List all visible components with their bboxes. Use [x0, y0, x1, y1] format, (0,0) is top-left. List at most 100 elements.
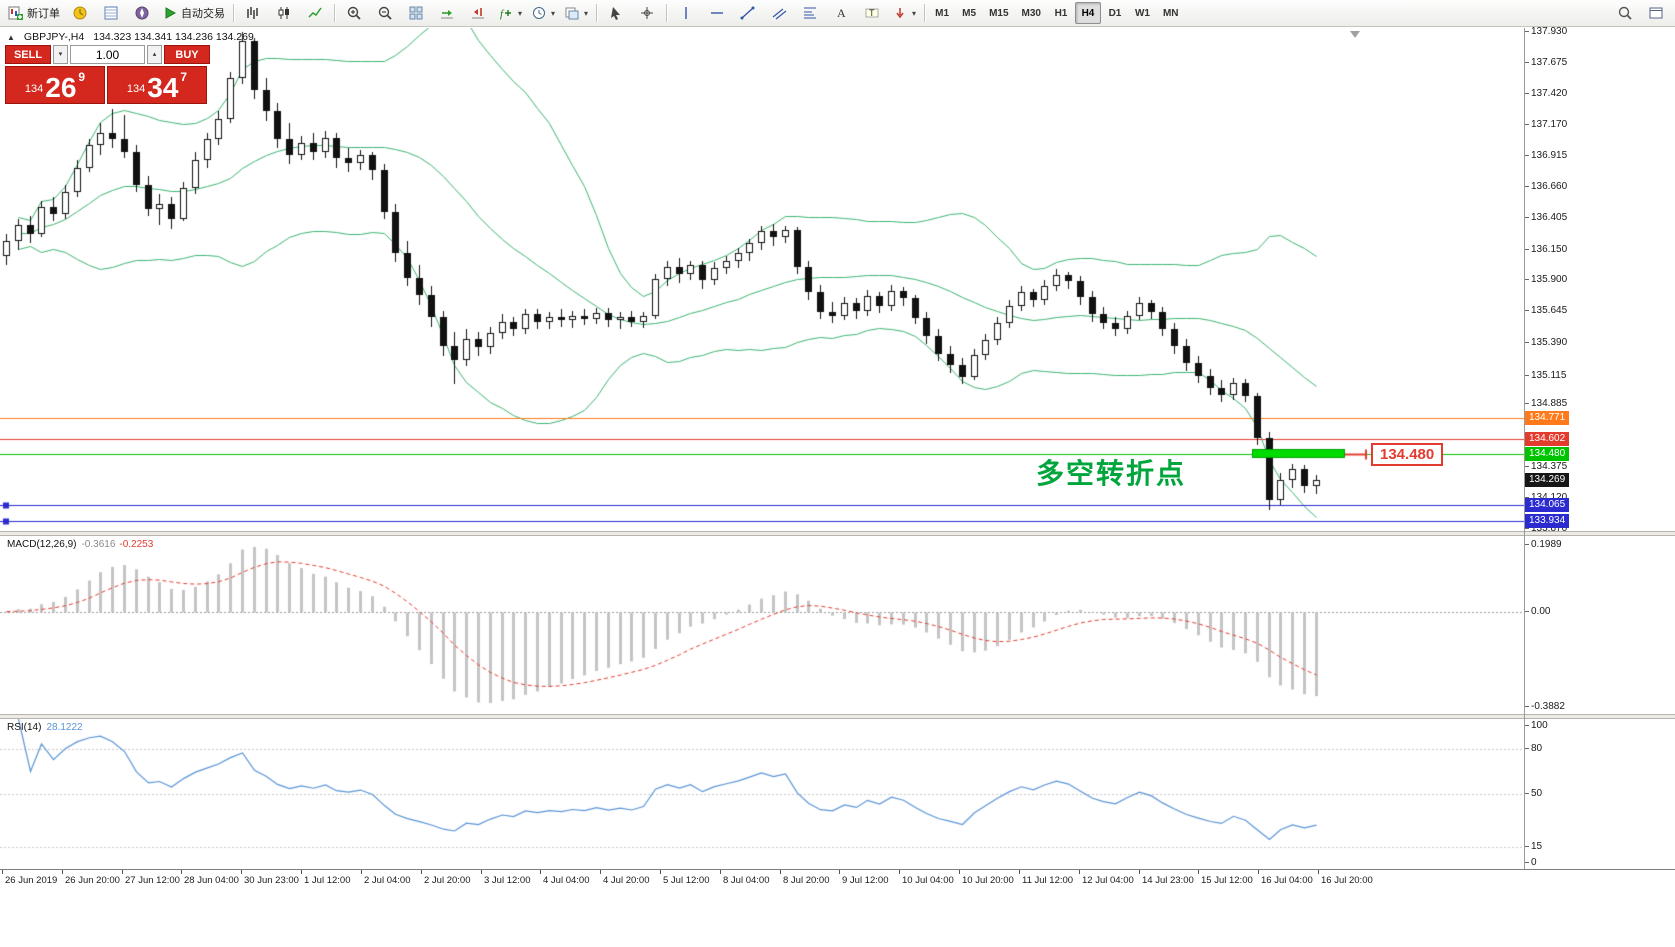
- periods-button[interactable]: ▾: [527, 1, 559, 25]
- time-label: 10 Jul 20:00: [962, 875, 1014, 886]
- macd-signal-value: -0.2253: [119, 539, 154, 550]
- search-button[interactable]: [1610, 1, 1640, 25]
- window-list-button[interactable]: [1641, 1, 1671, 25]
- play-icon: [162, 5, 178, 21]
- toolbar: 新订单 自动交易 f ▾ ▾ ▾ A T ▾ M1 M5 M15 M30 H1 H4 D1 W1 MN: [0, 0, 1675, 27]
- macd-panel-canvas[interactable]: [0, 536, 1524, 714]
- time-label: 2 Jul 20:00: [424, 875, 471, 886]
- buy-price-button[interactable]: 134 34 7: [107, 66, 207, 104]
- time-label: 8 Jul 04:00: [723, 875, 770, 886]
- text-label-button[interactable]: T: [857, 1, 887, 25]
- time-tick: [2, 870, 3, 874]
- sell-price-button[interactable]: 134 26 9: [5, 66, 105, 104]
- timeframe-m1[interactable]: M1: [935, 7, 950, 19]
- chart-shift-marker-icon: [1350, 31, 1360, 38]
- buy-price-sup: 7: [180, 70, 188, 84]
- volume-increase-button[interactable]: ▴: [147, 45, 162, 64]
- label-icon: T: [864, 5, 880, 21]
- time-tick: [361, 870, 362, 874]
- vertical-line-button[interactable]: [671, 1, 701, 25]
- shift-icon: [470, 5, 486, 21]
- channel-icon: [771, 5, 787, 21]
- crosshair-button[interactable]: [632, 1, 662, 25]
- price-tick: 136.660: [1524, 181, 1568, 193]
- navigator-button[interactable]: [127, 1, 157, 25]
- timeframe-mn[interactable]: MN: [1162, 7, 1179, 19]
- sell-button[interactable]: SELL: [5, 45, 51, 64]
- one-click-trading-panel: SELL ▾ ▴ BUY 134 26 9 134 34 7: [5, 45, 210, 104]
- candlestick-mode-button[interactable]: [269, 1, 299, 25]
- data-window-icon: [103, 5, 119, 21]
- time-label: 2 Jul 04:00: [364, 875, 411, 886]
- panel-divider[interactable]: [0, 531, 1675, 536]
- templates-button[interactable]: ▾: [560, 1, 592, 25]
- candles-icon: [276, 5, 292, 21]
- auto-scroll-button[interactable]: [432, 1, 462, 25]
- time-label: 14 Jul 23:00: [1142, 875, 1194, 886]
- crosshair-icon: [639, 5, 655, 21]
- sell-price-prefix: 134: [24, 83, 44, 95]
- bar-chart-mode-button[interactable]: [238, 1, 268, 25]
- line-icon: [307, 5, 323, 21]
- zoom-out-icon: [377, 5, 393, 21]
- time-label: 4 Jul 20:00: [603, 875, 650, 886]
- price-callout-label[interactable]: 134.480: [1371, 442, 1444, 466]
- dropdown-caret-icon[interactable]: ▾: [912, 8, 917, 18]
- buy-button[interactable]: BUY: [164, 45, 210, 64]
- channel-button[interactable]: [764, 1, 794, 25]
- zoom-in-button[interactable]: [339, 1, 369, 25]
- time-label: 1 Jul 12:00: [304, 875, 351, 886]
- one-click-collapse-icon[interactable]: ▲: [7, 32, 15, 42]
- trendline-button[interactable]: [733, 1, 763, 25]
- indicators-button[interactable]: f ▾: [494, 1, 526, 25]
- time-tick: [1079, 870, 1080, 874]
- new-order-icon: [8, 5, 24, 21]
- fibonacci-button[interactable]: [795, 1, 825, 25]
- cursor-button[interactable]: [601, 1, 631, 25]
- timeframe-h1[interactable]: H1: [1054, 7, 1068, 19]
- dropdown-caret-icon[interactable]: ▾: [518, 8, 523, 18]
- macd-scale-tick: 0.1989: [1525, 539, 1562, 550]
- data-window-button[interactable]: [96, 1, 126, 25]
- new-order-button[interactable]: 新订单: [4, 1, 64, 25]
- line-chart-mode-button[interactable]: [300, 1, 330, 25]
- bars-icon: [245, 5, 261, 21]
- time-axis[interactable]: 26 Jun 2019 26 Jun 20:00 27 Jun 12:00 28 Ju…: [0, 869, 1675, 892]
- volume-input[interactable]: [70, 45, 145, 64]
- market-watch-button[interactable]: [65, 1, 95, 25]
- timeframe-m15[interactable]: M15: [989, 7, 1009, 19]
- time-label: 4 Jul 04:00: [543, 875, 590, 886]
- tile-windows-button[interactable]: [401, 1, 431, 25]
- time-tick: [62, 870, 63, 874]
- chart-shift-button[interactable]: [463, 1, 493, 25]
- panel-divider[interactable]: [0, 714, 1675, 719]
- dropdown-caret-icon[interactable]: ▾: [551, 8, 556, 18]
- arrows-button[interactable]: ▾: [888, 1, 920, 25]
- buy-price-prefix: 134: [126, 83, 146, 95]
- price-scale[interactable]: 137.930 137.675 137.420 137.170 136.915 136.6…: [1524, 26, 1675, 891]
- timeframe-h4[interactable]: H4: [1074, 2, 1101, 24]
- text-icon: A: [833, 5, 849, 21]
- zoom-out-button[interactable]: [370, 1, 400, 25]
- arrow-icon: [892, 5, 908, 21]
- macd-scale-tick: 0.00: [1524, 605, 1551, 617]
- timeframe-m5[interactable]: M5: [962, 7, 977, 19]
- price-tick: 136.915: [1524, 149, 1568, 161]
- dropdown-caret-icon[interactable]: ▾: [584, 8, 589, 18]
- timeframe-w1[interactable]: W1: [1134, 7, 1150, 19]
- chart-annotation-text[interactable]: 多空转折点: [1036, 457, 1187, 490]
- timeframe-d1[interactable]: D1: [1108, 7, 1122, 19]
- triangle-up-icon: ▴: [152, 51, 157, 58]
- toolbar-button-label: 新订单: [27, 8, 60, 20]
- horizontal-line-button[interactable]: [702, 1, 732, 25]
- price-chart-canvas[interactable]: [0, 28, 1524, 531]
- price-tick: 137.170: [1524, 118, 1568, 130]
- vline-icon: [678, 5, 694, 21]
- price-tick: 134.120: [1524, 492, 1567, 504]
- text-button[interactable]: A: [826, 1, 856, 25]
- timeframe-m30[interactable]: M30: [1021, 7, 1041, 19]
- auto-trading-button[interactable]: 自动交易: [158, 1, 229, 25]
- rsi-panel-canvas[interactable]: [0, 719, 1524, 869]
- price-tick: 134.885: [1524, 398, 1568, 410]
- volume-decrease-button[interactable]: ▾: [53, 45, 68, 64]
